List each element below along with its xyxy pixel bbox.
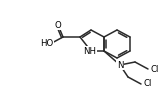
Text: HO: HO: [40, 40, 54, 49]
Text: NH: NH: [83, 46, 96, 55]
Text: O: O: [55, 21, 61, 30]
Text: Cl: Cl: [151, 65, 159, 74]
Text: N: N: [117, 61, 123, 70]
Text: Cl: Cl: [144, 80, 152, 89]
